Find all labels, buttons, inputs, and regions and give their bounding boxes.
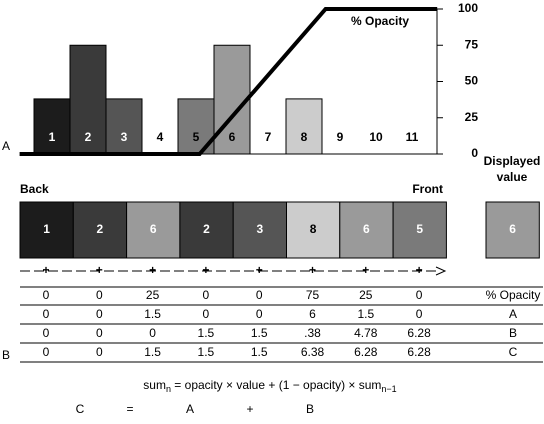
sample-label: 6: [509, 222, 516, 236]
sample-box: [232, 201, 287, 259]
table-cell: 0: [96, 288, 103, 302]
table-cell: 0: [416, 288, 423, 302]
table-cell: % Opacity: [486, 288, 541, 302]
plus: +: [42, 263, 49, 277]
table-cell: 1.5: [144, 307, 161, 321]
arrowhead: [435, 266, 447, 276]
bar: [105, 98, 143, 155]
formula-term: B: [306, 402, 314, 416]
sample-label: 6: [150, 222, 157, 236]
plus: +: [416, 263, 423, 277]
sample-label: 3: [256, 222, 263, 236]
formula-part: = opacity × value + (1 − opacity) × sum: [171, 378, 381, 392]
sample-box: [179, 201, 234, 259]
axis-title: % Opacity: [351, 14, 409, 28]
plus: +: [202, 263, 209, 277]
sample-box: [392, 201, 447, 259]
table-cell: A: [509, 307, 517, 321]
formula-term: A: [186, 402, 194, 416]
sample-box: [485, 201, 540, 259]
bar: [213, 44, 251, 155]
sample-box: [286, 201, 341, 259]
table-cell: 1.5: [198, 345, 215, 359]
sample-label: 2: [203, 222, 210, 236]
table-cell: 0: [96, 326, 103, 340]
bar-label: 3: [121, 130, 128, 144]
x-title: value: [497, 170, 528, 184]
table-cell: 6.38: [301, 345, 325, 359]
sample-box: [126, 201, 181, 259]
plus: +: [362, 263, 369, 277]
formula-part: n−1: [381, 384, 396, 394]
table-cell: 0: [43, 326, 50, 340]
sample-label: 1: [43, 222, 50, 236]
table-cell: 0: [43, 288, 50, 302]
table-cell: 0: [149, 326, 156, 340]
table-cell: 1.5: [357, 307, 374, 321]
sample-label: 5: [416, 222, 423, 236]
bar-label: 5: [193, 130, 200, 144]
back-label: Back: [20, 182, 49, 196]
x-title: Displayed: [484, 154, 541, 168]
table-cell: 0: [256, 307, 263, 321]
formula: sumn = opacity × value + (1 − opacity) ×…: [143, 378, 396, 394]
y-tick-label: 50: [465, 74, 479, 88]
table-cell: 0: [203, 307, 210, 321]
table-cell: 6.28: [407, 326, 431, 340]
sample-label: 8: [310, 222, 317, 236]
panel-label: B: [2, 348, 10, 362]
table-cell: 6.28: [407, 345, 431, 359]
formula-term: +: [246, 402, 253, 416]
table-cell: 0: [416, 307, 423, 321]
bar-label: 9: [337, 130, 344, 144]
table-cell: 4.78: [354, 326, 378, 340]
bar-label: 8: [301, 130, 308, 144]
opacity-curve: [19, 7, 438, 156]
bar-label: 7: [265, 130, 272, 144]
bar-label: 10: [369, 130, 383, 144]
y-tick-label: 0: [471, 146, 478, 160]
front-label: Front: [412, 182, 443, 196]
table-cell: 1.5: [251, 326, 268, 340]
table-cell: 0: [43, 307, 50, 321]
bar-label: 1: [49, 130, 56, 144]
y-tick-label: 75: [465, 37, 479, 51]
y-tick-label: 25: [465, 110, 479, 124]
table-cell: 0: [96, 345, 103, 359]
plus: +: [309, 263, 316, 277]
table-cell: 6.28: [354, 345, 378, 359]
plus: +: [149, 263, 156, 277]
plus: +: [96, 263, 103, 277]
table-cell: .38: [304, 326, 321, 340]
bar-label: 2: [85, 130, 92, 144]
table-cell: 25: [146, 288, 160, 302]
bar-label: 11: [406, 130, 419, 144]
table-cell: 0: [256, 288, 263, 302]
formula-term: C: [76, 402, 85, 416]
sample-label: 2: [97, 222, 104, 236]
table-cell: 0: [96, 307, 103, 321]
table-cell: 0: [43, 345, 50, 359]
bar: [33, 98, 71, 155]
plus: +: [256, 263, 263, 277]
table-cell: 75: [306, 288, 320, 302]
panel-label: A: [2, 139, 10, 153]
sample-label: 6: [363, 222, 370, 236]
table-cell: C: [509, 345, 518, 359]
table-cell: 25: [359, 288, 373, 302]
formula-part: n: [166, 384, 171, 394]
table-cell: B: [509, 326, 517, 340]
table-cell: 1.5: [144, 345, 161, 359]
bar-label: 4: [157, 130, 164, 144]
formula-term: =: [126, 402, 133, 416]
table-cell: 0: [203, 288, 210, 302]
formula-part: sum: [143, 378, 166, 392]
y-tick-label: 100: [458, 1, 478, 15]
bar: [285, 98, 323, 155]
table-cell: 1.5: [251, 345, 268, 359]
bar-label: 6: [229, 130, 236, 144]
table-cell: 1.5: [198, 326, 215, 340]
table-cell: 6: [309, 307, 316, 321]
